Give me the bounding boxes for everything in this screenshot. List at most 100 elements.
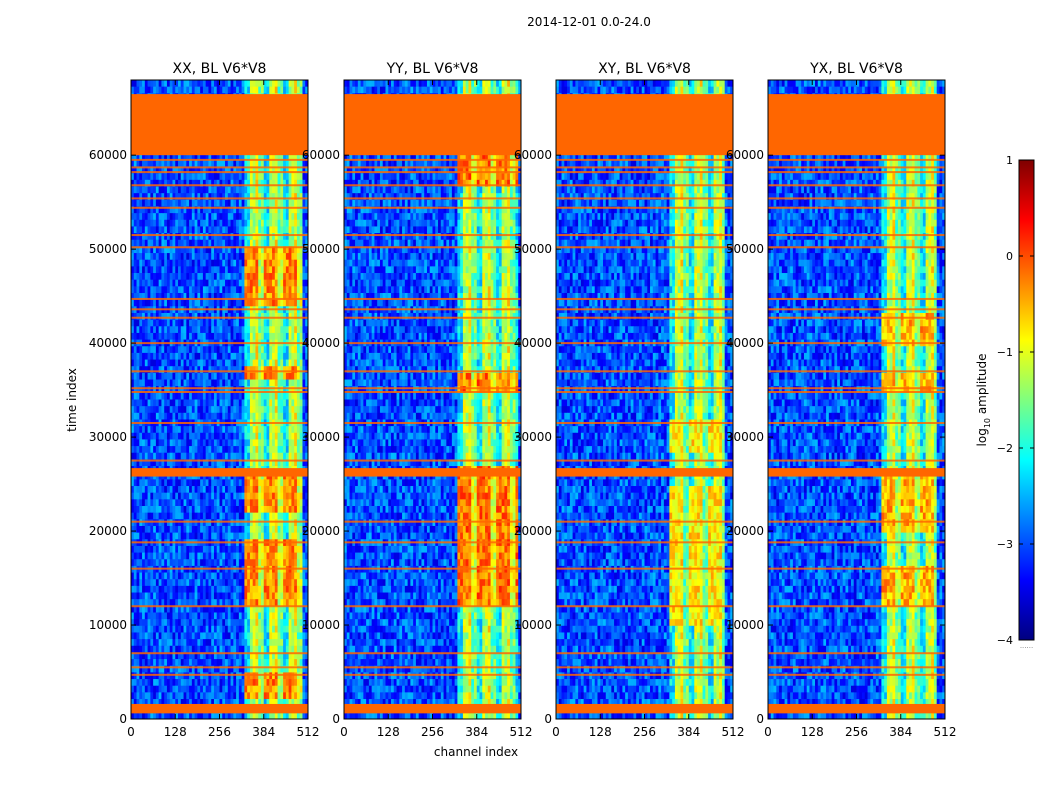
heatmap-cell: [230, 206, 234, 214]
heatmap-cell: [241, 446, 245, 454]
heatmap-cell: [139, 585, 143, 593]
heatmap-cell: [291, 579, 295, 587]
heatmap-cell: [227, 399, 231, 407]
heatmap-cell: [205, 386, 209, 394]
heatmap-cell: [227, 219, 231, 227]
heatmap-cell: [133, 253, 137, 261]
heatmap-cell: [296, 246, 301, 254]
heatmap-cell: [233, 499, 237, 507]
heatmap-cell: [255, 392, 259, 400]
heatmap-cell: [244, 153, 248, 161]
heatmap-cell: [233, 525, 237, 534]
heatmap-cell: [169, 366, 173, 374]
heatmap-cell: [147, 312, 151, 321]
heatmap-cell: [238, 545, 243, 553]
heatmap-cell: [280, 399, 284, 407]
heatmap-cell: [175, 506, 179, 514]
heatmap-cell: [194, 239, 198, 247]
heatmap-cell: [139, 299, 143, 307]
heatmap-cell: [131, 273, 135, 281]
heatmap-cell: [274, 585, 278, 593]
heatmap-cell: [205, 492, 209, 500]
heatmap-cell: [166, 492, 171, 500]
heatmap-cell: [189, 512, 193, 520]
heatmap-cell: [283, 326, 287, 334]
heatmap-cell: [225, 259, 229, 267]
heatmap-cell: [153, 506, 157, 514]
heatmap-cell: [139, 319, 143, 327]
heatmap-cell: [213, 452, 218, 460]
heatmap-cell: [191, 159, 196, 167]
heatmap-cell: [180, 446, 184, 454]
heatmap-cell: [183, 499, 187, 507]
heatmap-cell: [197, 253, 201, 261]
heatmap-cell: [299, 80, 303, 88]
heatmap-cell: [186, 239, 190, 247]
heatmap-cell: [252, 346, 256, 354]
heatmap-cell: [241, 452, 245, 460]
heatmap-cell: [169, 486, 173, 494]
heatmap-cell: [158, 379, 162, 387]
heatmap-cell: [241, 392, 245, 400]
heatmap-cell: [291, 399, 295, 407]
heatmap-cell: [244, 246, 248, 254]
heatmap-cell: [274, 486, 278, 494]
heatmap-cell: [216, 86, 220, 94]
heatmap-cell: [233, 552, 237, 560]
heatmap-cell: [272, 372, 276, 380]
heatmap-cell: [131, 572, 135, 580]
heatmap-cell: [166, 206, 171, 214]
heatmap-cell: [236, 412, 240, 420]
heatmap-cell: [189, 239, 193, 247]
heatmap-cell: [169, 585, 173, 593]
heatmap-cell: [266, 199, 270, 207]
heatmap-cell: [136, 366, 140, 374]
heatmap-cell: [233, 80, 237, 88]
heatmap-cell: [205, 479, 209, 487]
heatmap-cell: [186, 312, 190, 321]
heatmap-cell: [285, 326, 290, 334]
heatmap-cell: [183, 239, 187, 247]
heatmap-cell: [291, 392, 295, 400]
heatmap-cell: [202, 426, 207, 434]
heatmap-cell: [144, 299, 148, 307]
heatmap-cell: [255, 432, 259, 440]
heatmap-cell: [133, 86, 137, 94]
heatmap-cell: [183, 259, 187, 267]
heatmap-cell: [288, 266, 292, 274]
heatmap-cell: [166, 213, 171, 221]
heatmap-cell: [280, 179, 284, 187]
heatmap-cell: [225, 233, 229, 241]
heatmap-cell: [164, 266, 168, 274]
heatmap-cell: [158, 179, 162, 187]
heatmap-cell: [216, 592, 220, 600]
heatmap-cell: [238, 253, 243, 261]
heatmap-cell: [194, 226, 198, 234]
heatmap-cell: [183, 412, 187, 420]
heatmap-cell: [172, 585, 176, 593]
heatmap-cell: [202, 273, 207, 281]
heatmap-cell: [260, 199, 265, 207]
heatmap-cell: [258, 519, 262, 527]
heatmap-cell: [294, 312, 298, 321]
heatmap-cell: [147, 432, 151, 440]
heatmap-cell: [222, 426, 226, 434]
heatmap-cell: [164, 439, 168, 447]
heatmap-cell: [255, 346, 259, 354]
heatmap-cell: [169, 579, 173, 587]
heatmap-cell: [288, 579, 292, 587]
heatmap-cell: [169, 293, 173, 301]
heatmap-cell: [175, 399, 179, 407]
heatmap-cell: [133, 432, 137, 440]
heatmap-cell: [191, 206, 196, 214]
heatmap-cell: [189, 412, 193, 420]
heatmap-cell: [194, 173, 198, 181]
heatmap-cell: [131, 552, 135, 560]
heatmap-cell: [166, 372, 171, 380]
heatmap-cell: [136, 585, 140, 593]
heatmap-cell: [142, 579, 146, 587]
heatmap-cell: [189, 332, 193, 340]
heatmap-cell: [202, 326, 207, 334]
heatmap-cell: [236, 592, 240, 600]
heatmap-cell: [285, 379, 290, 387]
